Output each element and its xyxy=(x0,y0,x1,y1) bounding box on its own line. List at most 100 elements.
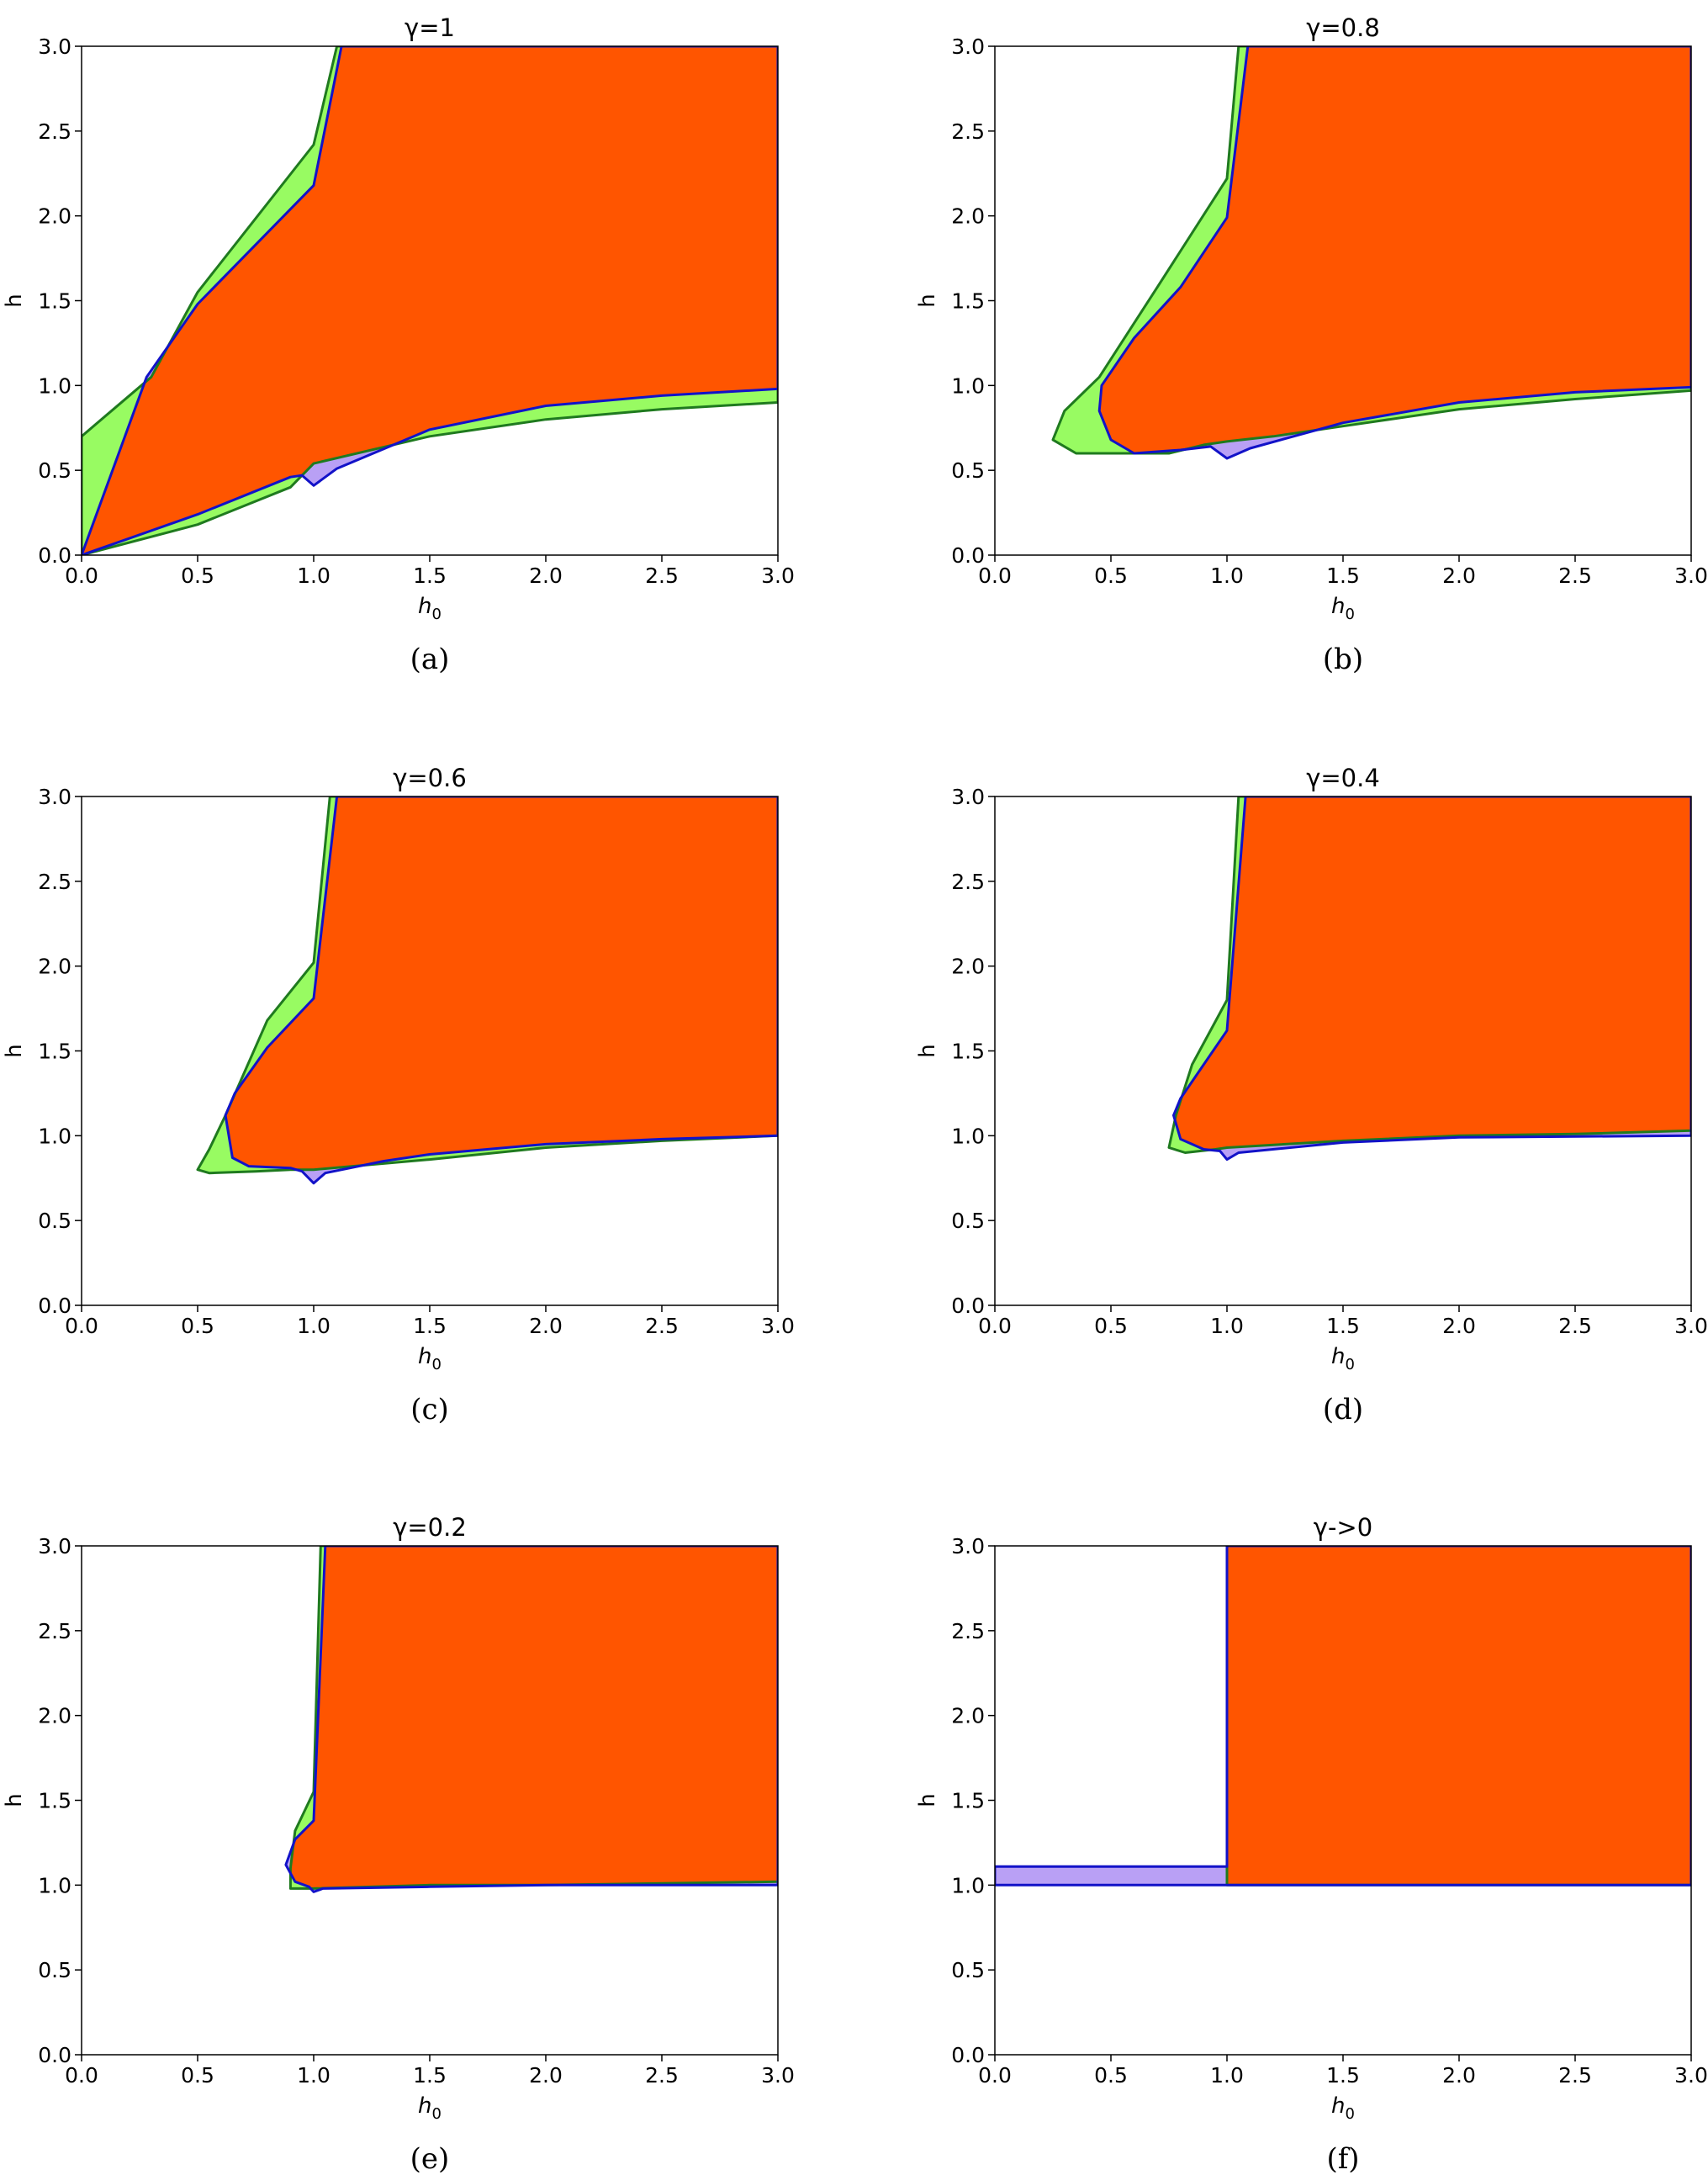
plot-area xyxy=(196,796,778,1185)
y-tick-label: 0.5 xyxy=(38,1958,71,1982)
x-tick-label: 1.5 xyxy=(413,1314,447,1338)
subplot-caption: (c) xyxy=(410,1393,449,1426)
y-tick-label: 0.0 xyxy=(951,1294,985,1318)
y-tick-label: 2.5 xyxy=(951,1619,985,1643)
y-tick-label: 2.0 xyxy=(951,204,985,229)
y-tick-label: 1.0 xyxy=(951,1873,985,1897)
blue-boundary-line xyxy=(1172,796,1691,1162)
x-axis-label: h0 xyxy=(418,2093,442,2123)
y-tick-label: 1.0 xyxy=(38,373,71,398)
y-tick-label: 0.0 xyxy=(38,543,71,568)
x-axis-label: h0 xyxy=(1331,2093,1355,2123)
subplot-title: γ->0 xyxy=(1314,1513,1372,1542)
green-boundary-line xyxy=(1167,796,1691,1154)
x-tick-label: 2.5 xyxy=(1558,2063,1592,2088)
y-tick-label: 2.5 xyxy=(38,1619,71,1643)
subplot-caption: (f) xyxy=(1326,2142,1359,2175)
y-tick-label: 1.5 xyxy=(951,1040,985,1064)
y-tick-label: 3.0 xyxy=(38,785,71,809)
x-axis-label: h0 xyxy=(418,1344,442,1373)
x-tick-label: 1.0 xyxy=(1210,564,1244,588)
y-tick-label: 0.0 xyxy=(38,1294,71,1318)
y-tick-label: 0.5 xyxy=(38,1209,71,1233)
x-tick-label: 0.5 xyxy=(181,1314,214,1338)
x-tick-label: 3.0 xyxy=(1674,564,1708,588)
subplot-a: 0.0 0.5 1.0 1.5 2.0 2.5 3.0 0.0 0.5 1.0 1.5 2.0 2.5 3… xyxy=(2,13,795,676)
y-tick-label: 3.0 xyxy=(951,785,985,809)
subplot-caption: (d) xyxy=(1323,1393,1363,1426)
y-tick-label: 0.0 xyxy=(38,2043,71,2067)
plot-area xyxy=(1167,796,1691,1162)
x-tick-label: 0.5 xyxy=(1094,1314,1128,1338)
overlap-region xyxy=(1099,46,1691,453)
x-tick-label: 3.0 xyxy=(1674,1314,1708,1338)
x-tick-label: 0.0 xyxy=(978,564,1012,588)
y-tick-label: 1.5 xyxy=(951,1789,985,1813)
x-tick-label: 1.5 xyxy=(413,2063,447,2088)
x-tick-label: 3.0 xyxy=(761,2063,795,2088)
x-tick-label: 1.5 xyxy=(1326,2063,1360,2088)
y-tick-label: 1.0 xyxy=(951,373,985,398)
y-tick-label: 2.5 xyxy=(951,119,985,144)
subplot-caption: (b) xyxy=(1323,643,1363,676)
x-tick-label: 3.0 xyxy=(761,1314,795,1338)
x-tick-label: 2.0 xyxy=(529,1314,563,1338)
y-tick-label: 1.5 xyxy=(38,1040,71,1064)
y-axis-label: h xyxy=(915,294,940,307)
x-tick-label: 2.5 xyxy=(645,1314,679,1338)
x-tick-label: 1.5 xyxy=(1326,564,1360,588)
subplot-title: γ=0.8 xyxy=(1306,13,1380,42)
x-tick-label: 1.0 xyxy=(297,2063,330,2088)
blue-boundary-line xyxy=(1097,46,1691,460)
subplot-d: 0.0 0.5 1.0 1.5 2.0 2.5 3.0 0.0 0.5 1.0 1.5 2.0 2.5 3… xyxy=(915,764,1708,1426)
x-tick-label: 2.0 xyxy=(529,2063,563,2088)
overlap-region xyxy=(225,796,778,1173)
x-axis-label: h0 xyxy=(418,594,442,623)
x-axis-label: h0 xyxy=(1331,1344,1355,1373)
x-tick-label: 2.0 xyxy=(1442,2063,1476,2088)
x-tick-label: 0.0 xyxy=(978,2063,1012,2088)
y-tick-label: 0.0 xyxy=(951,543,985,568)
blue-boundary-line xyxy=(224,796,778,1185)
y-tick-label: 0.5 xyxy=(38,458,71,483)
x-tick-label: 0.5 xyxy=(181,2063,214,2088)
x-tick-label: 2.5 xyxy=(1558,1314,1592,1338)
overlap-region xyxy=(1173,796,1691,1153)
x-tick-label: 2.0 xyxy=(529,564,563,588)
y-tick-label: 1.5 xyxy=(38,1789,71,1813)
y-tick-label: 0.0 xyxy=(951,2043,985,2067)
overlap-region xyxy=(290,1546,778,1889)
x-tick-label: 1.0 xyxy=(297,564,330,588)
x-tick-label: 2.5 xyxy=(645,2063,679,2088)
x-tick-label: 3.0 xyxy=(761,564,795,588)
subplot-caption: (e) xyxy=(410,2142,450,2175)
x-tick-label: 0.0 xyxy=(65,2063,98,2088)
subplot-title: γ=0.6 xyxy=(393,764,467,792)
overlap-region xyxy=(1227,1546,1691,1886)
x-tick-label: 1.0 xyxy=(1210,1314,1244,1338)
y-axis-label: h xyxy=(2,1044,27,1057)
subplot-c: 0.0 0.5 1.0 1.5 2.0 2.5 3.0 0.0 0.5 1.0 1.5 2.0 2.5 3… xyxy=(2,764,795,1426)
green-boundary-line xyxy=(1051,46,1691,455)
plot-area xyxy=(995,1546,1691,1887)
y-tick-label: 1.0 xyxy=(38,1873,71,1897)
x-tick-label: 1.0 xyxy=(1210,2063,1244,2088)
x-tick-label: 2.5 xyxy=(1558,564,1592,588)
y-tick-label: 3.0 xyxy=(38,34,71,59)
subplot-title: γ=0.4 xyxy=(1306,764,1380,792)
y-tick-label: 1.5 xyxy=(951,289,985,314)
x-axis-label: h0 xyxy=(1331,594,1355,623)
x-tick-label: 2.0 xyxy=(1442,564,1476,588)
y-tick-label: 2.0 xyxy=(38,1704,71,1728)
y-tick-label: 0.5 xyxy=(951,1209,985,1233)
x-tick-label: 0.5 xyxy=(181,564,214,588)
y-tick-label: 3.0 xyxy=(951,1534,985,1558)
y-tick-label: 2.5 xyxy=(38,870,71,894)
y-tick-label: 0.5 xyxy=(951,458,985,483)
x-tick-label: 2.0 xyxy=(1442,1314,1476,1338)
y-tick-label: 3.0 xyxy=(951,34,985,59)
y-tick-label: 2.0 xyxy=(38,204,71,229)
y-tick-label: 1.5 xyxy=(38,289,71,314)
y-axis-label: h xyxy=(915,1044,940,1057)
